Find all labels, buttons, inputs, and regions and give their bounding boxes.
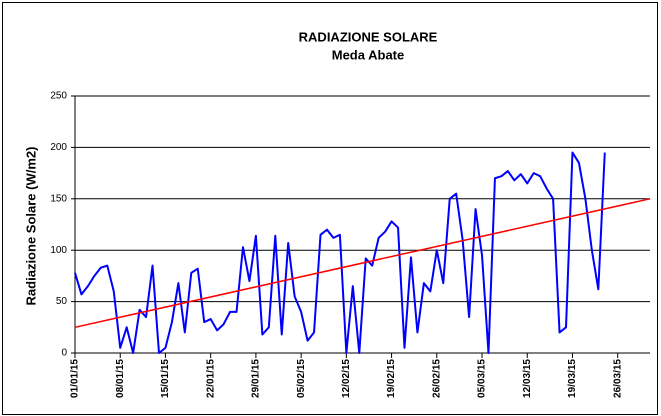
trend-line bbox=[74, 198, 651, 329]
y-tick-label: 0 bbox=[61, 348, 67, 359]
x-tick-label: 15/01/15 bbox=[160, 359, 171, 398]
x-tick-label: 26/03/15 bbox=[612, 359, 623, 398]
chart-title: RADIAZIONE SOLARE bbox=[299, 29, 438, 44]
y-tick-label: 250 bbox=[50, 91, 67, 102]
x-tick-label: 12/02/15 bbox=[341, 359, 352, 398]
chart-subtitle: Meda Abate bbox=[332, 47, 404, 62]
x-tick-label: 22/01/15 bbox=[205, 359, 216, 398]
x-tick-label: 29/01/15 bbox=[251, 359, 262, 398]
y-tick-label: 100 bbox=[50, 245, 67, 256]
x-tick-label: 19/02/15 bbox=[386, 359, 397, 398]
y-tick-label: 50 bbox=[56, 296, 68, 307]
x-tick-label: 01/01/15 bbox=[70, 359, 81, 398]
y-tick-label: 200 bbox=[50, 142, 67, 153]
x-tick-label: 26/02/15 bbox=[431, 359, 442, 398]
x-tick-label: 19/03/15 bbox=[567, 359, 578, 398]
y-axis-label: Radiazione Solare (W/m2) bbox=[23, 147, 38, 306]
data-line bbox=[74, 151, 606, 354]
x-tick-label: 05/02/15 bbox=[296, 359, 307, 398]
x-tick-label: 08/01/15 bbox=[115, 359, 126, 398]
y-tick-label: 150 bbox=[50, 193, 67, 204]
x-tick-label: 05/03/15 bbox=[477, 359, 488, 398]
x-tick-label: 12/03/15 bbox=[522, 359, 533, 398]
